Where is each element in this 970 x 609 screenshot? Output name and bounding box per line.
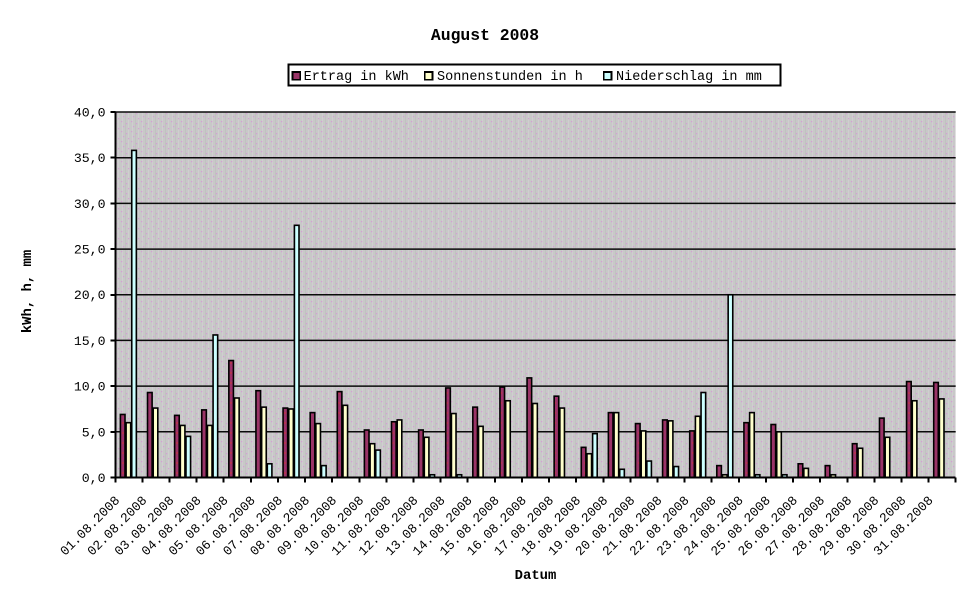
svg-text:15,0: 15,0	[74, 334, 106, 349]
svg-text:0,0: 0,0	[82, 471, 106, 486]
svg-text:30,0: 30,0	[74, 197, 106, 212]
svg-text:20,0: 20,0	[74, 288, 106, 303]
svg-text:40,0: 40,0	[74, 106, 106, 121]
svg-text:kWh, h, mm: kWh, h, mm	[20, 250, 36, 333]
svg-text:Niederschlag in mm: Niederschlag in mm	[616, 70, 762, 85]
svg-text:25,0: 25,0	[74, 243, 106, 258]
svg-text:Ertrag in kWh: Ertrag in kWh	[304, 70, 409, 85]
svg-text:Datum: Datum	[515, 568, 557, 584]
svg-text:5,0: 5,0	[82, 425, 106, 440]
svg-text:10,0: 10,0	[74, 380, 106, 395]
svg-text:August 2008: August 2008	[431, 26, 539, 45]
svg-text:35,0: 35,0	[74, 151, 106, 166]
svg-text:Sonnenstunden in h: Sonnenstunden in h	[437, 70, 583, 85]
